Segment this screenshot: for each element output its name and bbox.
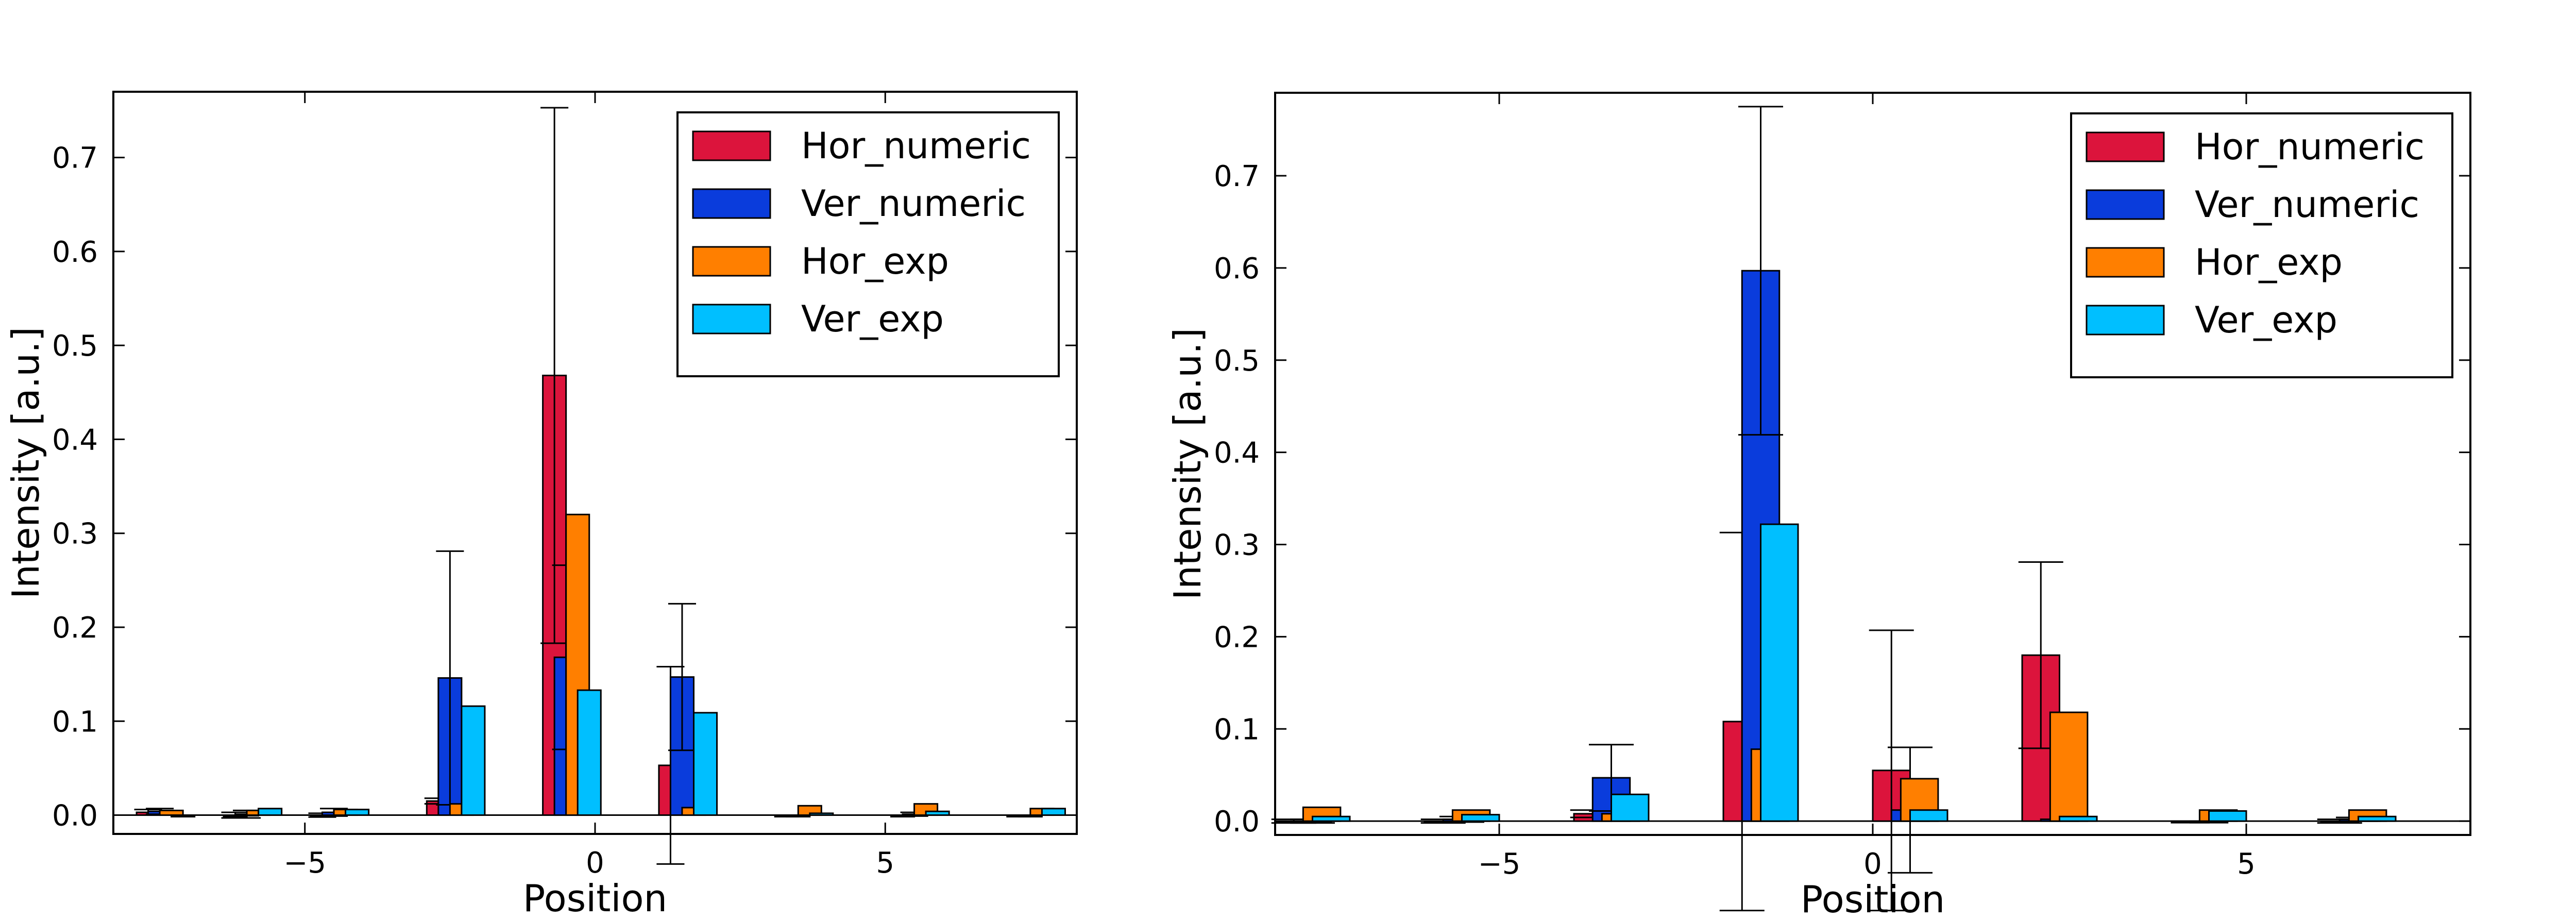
series-ver-exp (1312, 523, 2397, 822)
legend-item-ver-numeric: Ver_numeric (692, 182, 1026, 225)
legend-swatch (692, 188, 771, 219)
bar (693, 712, 718, 816)
bar (2358, 815, 2397, 822)
x-tick-label: 5 (876, 846, 894, 880)
legend: Hor_numeric Ver_numeric Hor_exp Ver_exp (2070, 112, 2453, 378)
legend-swatch (2086, 189, 2165, 220)
bar (1760, 523, 1799, 822)
x-tick-label: −5 (1478, 847, 1521, 881)
error-bar (1869, 629, 1914, 912)
x-tick-label: 5 (2237, 847, 2256, 881)
y-axis-label: Intensity [a.u.] (1166, 328, 1209, 600)
legend-item-hor-numeric: Hor_numeric (692, 125, 1031, 167)
bar (171, 814, 196, 818)
y-tick-label: 0.6 (52, 236, 98, 269)
legend-swatch (692, 130, 771, 161)
y-tick-label: 0.3 (52, 517, 98, 551)
legend-label: Hor_exp (2195, 241, 2343, 283)
y-tick-label: 0.6 (1214, 252, 1260, 286)
legend-label: Hor_numeric (801, 125, 1031, 167)
series-ver-exp (171, 689, 1066, 818)
y-axis-label: Intensity [a.u.] (4, 327, 47, 599)
legend-swatch (2086, 131, 2165, 162)
legend-label: Hor_numeric (2195, 126, 2425, 168)
y-tick-label: 0.0 (52, 799, 98, 833)
error-bar (540, 107, 569, 644)
bar (925, 810, 950, 816)
bar (461, 705, 486, 816)
x-tick-label: 0 (586, 846, 604, 880)
chart-panel-2: 0.0 0.1 0.2 0.3 0.4 0.5 0.6 0.7 −5 0 5 Position Inte… (1166, 92, 2471, 920)
y-tick-label: 0.1 (1214, 713, 1260, 746)
series-hor-numeric (1271, 531, 2362, 912)
bar (1611, 793, 1650, 822)
error-bar (1738, 106, 1783, 436)
legend-item-ver-exp: Ver_exp (692, 298, 944, 340)
legend-swatch (2086, 247, 2165, 278)
bar (1909, 809, 1948, 822)
legend-label: Ver_exp (801, 298, 944, 340)
y-tick-label: 0.4 (1214, 437, 1260, 470)
y-tick-label: 0.1 (52, 705, 98, 739)
bar (1312, 815, 1351, 822)
legend-label: Ver_numeric (801, 182, 1026, 225)
legend-label: Ver_numeric (2195, 183, 2419, 226)
x-axis-label: Position (1801, 878, 1945, 920)
legend-swatch (692, 304, 771, 334)
series-hor-exp (159, 513, 1055, 816)
error-bar (668, 603, 697, 751)
x-tick-label: 0 (1863, 847, 1882, 881)
bar (1041, 808, 1066, 816)
y-tick-label: 0.5 (52, 329, 98, 363)
legend-item-hor-exp: Hor_exp (692, 240, 949, 282)
legend-swatch (692, 246, 771, 277)
legend-label: Hor_exp (801, 240, 949, 282)
legend-item-ver-numeric: Ver_numeric (2086, 183, 2419, 226)
bar (345, 809, 370, 816)
legend-label: Ver_exp (2195, 299, 2337, 341)
series-hor-exp (1302, 711, 2387, 822)
legend-swatch (2086, 305, 2165, 336)
legend-item-hor-numeric: Hor_numeric (2086, 126, 2425, 168)
y-tick-label: 0.0 (1214, 805, 1260, 839)
bar (2208, 810, 2247, 822)
bar (809, 812, 834, 816)
legend-item-ver-exp: Ver_exp (2086, 299, 2337, 341)
chart-panel-1: 0.0 0.1 0.2 0.3 0.4 0.5 0.6 0.7 −5 0 5 Position Inte… (4, 91, 1078, 920)
y-tick-label: 0.7 (1214, 160, 1260, 193)
bar (258, 808, 283, 816)
legend: Hor_numeric Ver_numeric Hor_exp Ver_exp (676, 111, 1060, 377)
y-tick-label: 0.2 (1214, 621, 1260, 654)
x-tick-label: −5 (283, 846, 326, 880)
bar (2059, 815, 2098, 822)
bar (1461, 814, 1500, 822)
x-axis-label: Position (523, 877, 667, 920)
y-tick-label: 0.4 (52, 423, 98, 457)
y-tick-label: 0.5 (1214, 344, 1260, 378)
y-tick-label: 0.3 (1214, 529, 1260, 562)
y-tick-label: 0.2 (52, 611, 98, 645)
y-tick-label: 0.7 (52, 142, 98, 175)
legend-item-hor-exp: Hor_exp (2086, 241, 2343, 283)
bar (577, 689, 602, 816)
bar (2049, 711, 2089, 822)
